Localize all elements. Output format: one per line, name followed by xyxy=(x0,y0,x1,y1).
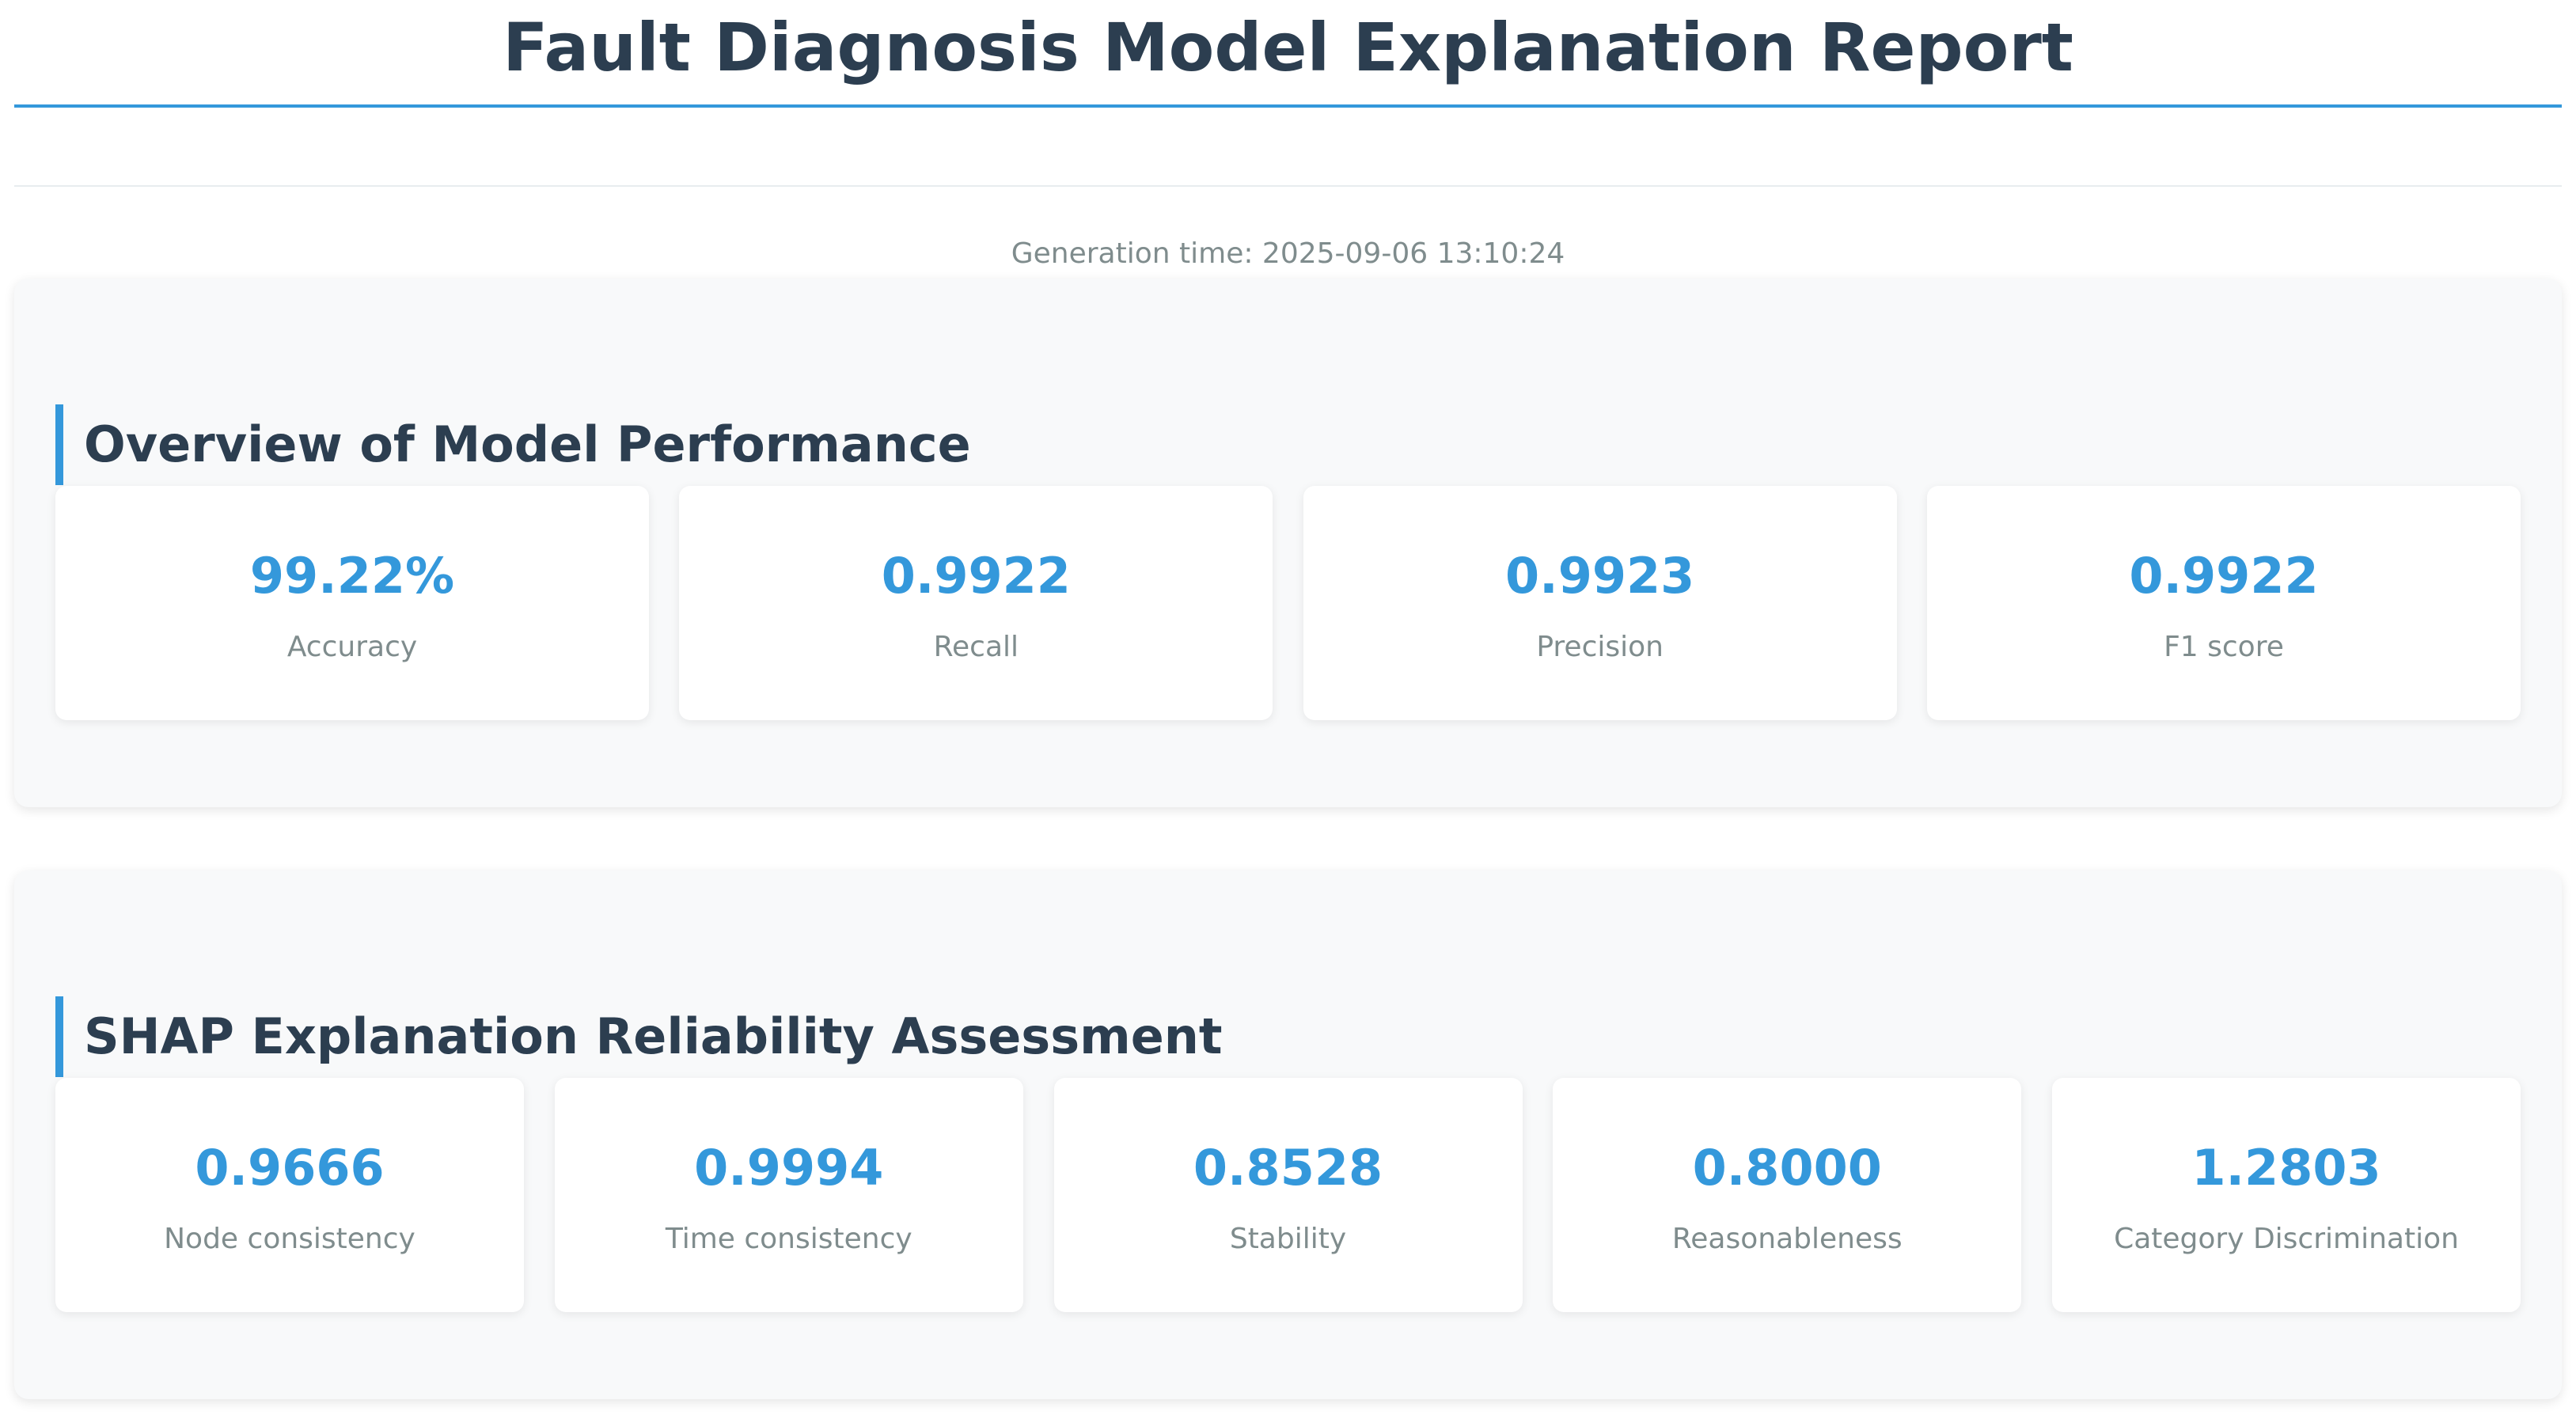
metric-value: 0.9922 xyxy=(881,547,1071,605)
metric-value: 1.2803 xyxy=(2191,1139,2381,1197)
report-page: Fault Diagnosis Model Explanation Report… xyxy=(14,0,2562,1399)
shap-section: SHAP Explanation Reliability Assessment … xyxy=(14,871,2562,1399)
metric-card-f1-score: 0.9922 F1 score xyxy=(1926,486,2521,720)
metric-value: 0.8528 xyxy=(1193,1139,1383,1197)
metric-label: Recall xyxy=(933,631,1019,663)
metric-label: Category Discrimination xyxy=(2114,1223,2459,1255)
report-title: Fault Diagnosis Model Explanation Report xyxy=(14,0,2562,108)
metric-value: 0.9923 xyxy=(1505,547,1695,605)
metric-label: Accuracy xyxy=(286,631,418,663)
metric-value: 0.8000 xyxy=(1692,1139,1882,1197)
metric-label: Reasonableness xyxy=(1671,1223,1903,1255)
metric-value: 99.22% xyxy=(249,547,455,605)
metric-card-recall: 0.9922 Recall xyxy=(679,486,1273,720)
metric-card-stability: 0.8528 Stability xyxy=(1053,1078,1523,1312)
metric-card-node-consistency: 0.9666 Node consistency xyxy=(55,1078,524,1312)
metric-card-precision: 0.9923 Precision xyxy=(1303,486,1897,720)
performance-section-title: Overview of Model Performance xyxy=(55,404,971,486)
generation-time: Generation time: 2025-09-06 13:10:24 xyxy=(1011,237,1565,270)
divider xyxy=(14,185,2562,187)
metric-label: Stability xyxy=(1229,1223,1347,1255)
performance-metric-cards: 99.22% Accuracy 0.9922 Recall 0.9923 Pre… xyxy=(55,486,2521,720)
performance-section: Overview of Model Performance 99.22% Acc… xyxy=(14,279,2562,807)
metric-value: 0.9666 xyxy=(195,1139,385,1197)
metric-card-accuracy: 99.22% Accuracy xyxy=(55,486,649,720)
metric-card-time-consistency: 0.9994 Time consistency xyxy=(554,1078,1023,1312)
metric-label: Time consistency xyxy=(665,1223,912,1255)
metric-label: Precision xyxy=(1536,631,1664,663)
metric-card-reasonableness: 0.8000 Reasonableness xyxy=(1553,1078,2022,1312)
shap-metric-cards: 0.9666 Node consistency 0.9994 Time cons… xyxy=(55,1078,2521,1312)
metric-label: Node consistency xyxy=(164,1223,415,1255)
metric-card-category-discrimination: 1.2803 Category Discrimination xyxy=(2052,1078,2521,1312)
metric-value: 0.9994 xyxy=(694,1139,884,1197)
metric-value: 0.9922 xyxy=(2129,547,2319,605)
shap-section-title: SHAP Explanation Reliability Assessment xyxy=(55,996,1223,1078)
metric-label: F1 score xyxy=(2164,631,2284,663)
